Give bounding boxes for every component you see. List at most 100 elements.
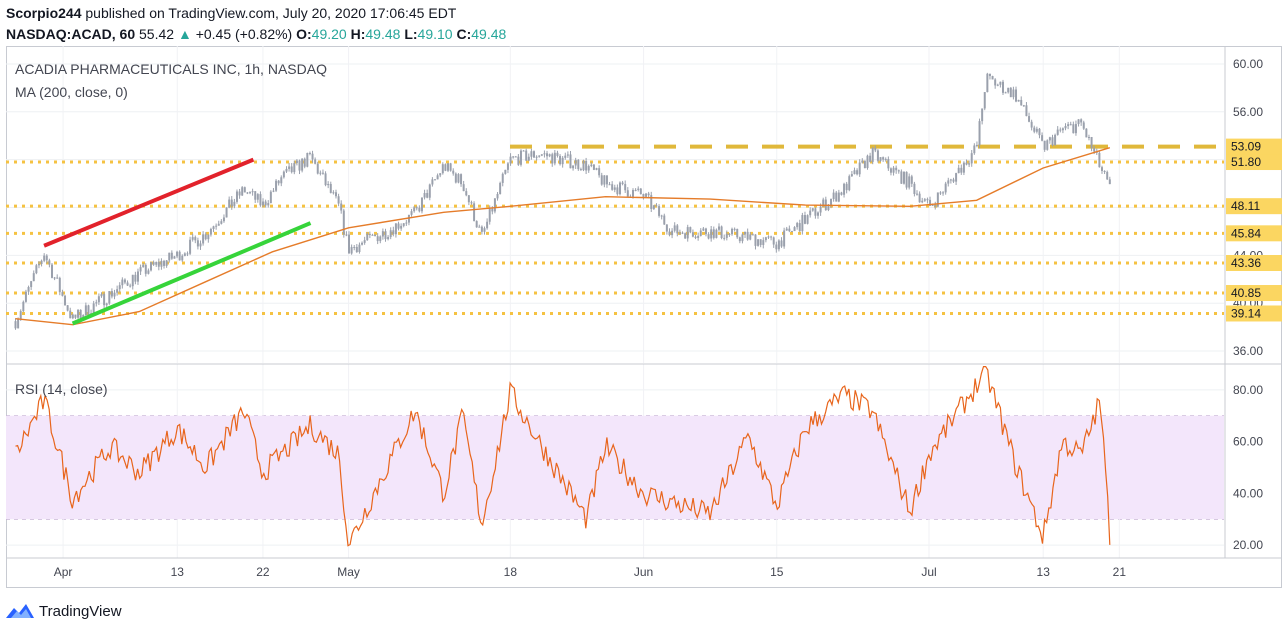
candle-body	[71, 314, 74, 319]
candle-body	[176, 251, 179, 257]
candle-body	[663, 215, 666, 225]
candle-body	[324, 173, 327, 186]
candle-body	[840, 192, 843, 195]
footer: TradingView	[6, 600, 122, 622]
candle-body	[757, 239, 760, 246]
candle-body	[710, 229, 713, 239]
candle-body	[1033, 127, 1036, 132]
candle-body	[173, 256, 176, 259]
candle-body	[645, 193, 648, 197]
candle-body	[264, 201, 267, 206]
candle-body	[1043, 140, 1046, 150]
candle-body	[916, 193, 919, 195]
candle-body	[858, 162, 861, 175]
candle-body	[449, 163, 452, 171]
candle-body	[282, 171, 285, 178]
candle-body	[861, 160, 864, 163]
candle-body	[952, 179, 955, 182]
time-tick-label: Jul	[921, 565, 936, 579]
candle-body	[254, 191, 257, 200]
candle-body	[413, 207, 416, 212]
candle-body	[749, 234, 752, 240]
candle-body	[600, 175, 603, 185]
red-trend-line	[43, 157, 255, 248]
candle-body	[731, 228, 734, 235]
candle-body	[30, 281, 33, 288]
candle-body	[321, 172, 324, 174]
candle-body	[1098, 152, 1101, 168]
candle-body	[572, 165, 575, 169]
candle-body	[374, 234, 377, 237]
open-label: O:	[296, 26, 312, 42]
candle-body	[590, 164, 593, 167]
candle-body	[215, 225, 218, 227]
candle-body	[574, 159, 577, 166]
brand-name[interactable]: TradingView	[39, 602, 122, 620]
candle-body	[384, 231, 387, 240]
high-value: 49.48	[365, 26, 401, 42]
candle-body	[960, 167, 963, 173]
candle-body	[1090, 137, 1093, 149]
candle-body	[947, 180, 950, 184]
candle-body	[95, 302, 98, 304]
candle-body	[955, 173, 958, 182]
candle-body	[874, 148, 877, 151]
candle-body	[77, 309, 80, 318]
candle-body	[92, 303, 95, 314]
candle-body	[426, 192, 429, 198]
candle-body	[639, 188, 642, 195]
candle-body	[110, 291, 113, 297]
candle-body	[918, 193, 921, 203]
candle-body	[436, 175, 439, 180]
candle-body	[798, 223, 801, 232]
candle-body	[358, 244, 361, 253]
trend-lines[interactable]	[43, 157, 312, 326]
candle-body	[686, 227, 689, 239]
candle-body	[712, 229, 715, 238]
candle-body	[308, 152, 311, 154]
candle-body	[1025, 105, 1028, 117]
candle-body	[869, 155, 872, 162]
candle-body	[848, 176, 851, 191]
candle-body	[400, 225, 403, 229]
time-axis[interactable]: Apr 13 22 May 18 Jun 15 Jul 13 21	[54, 565, 1127, 579]
author-name[interactable]: Scorpio244	[6, 5, 82, 21]
candle-body	[934, 205, 937, 207]
candle-body	[1017, 99, 1020, 102]
candle-body	[936, 192, 939, 207]
candle-body	[376, 236, 379, 242]
candle-body	[1087, 137, 1090, 139]
candle-body	[79, 309, 82, 318]
candle-body	[181, 255, 184, 261]
candle-body	[793, 227, 796, 232]
candle-body	[525, 150, 528, 161]
candle-body	[1054, 134, 1057, 146]
candle-body	[723, 237, 726, 239]
candle-body	[447, 163, 450, 171]
candle-body	[996, 84, 999, 86]
candle-body	[704, 228, 707, 235]
candle-body	[746, 231, 749, 240]
candle-body	[882, 157, 885, 160]
candle-body	[579, 169, 582, 171]
candle-body	[585, 161, 588, 171]
candle-body	[491, 208, 494, 212]
ma-200-line	[15, 147, 1111, 326]
candle-body	[689, 227, 692, 233]
candle-body	[389, 230, 392, 238]
candle-body	[423, 192, 426, 198]
candle-body	[777, 240, 780, 250]
candle-body	[235, 191, 238, 202]
candle-body	[314, 159, 317, 164]
candle-body	[1022, 105, 1025, 107]
candle-body	[103, 294, 106, 306]
candle-body	[329, 183, 332, 193]
candle-body	[540, 154, 543, 156]
candle-body	[991, 76, 994, 80]
tradingview-logo-icon[interactable]	[6, 603, 34, 619]
candle-body	[1082, 122, 1085, 129]
candle-body	[488, 208, 491, 222]
rsi-axis[interactable]: 20.00 40.00 60.00 80.00	[1233, 383, 1263, 552]
